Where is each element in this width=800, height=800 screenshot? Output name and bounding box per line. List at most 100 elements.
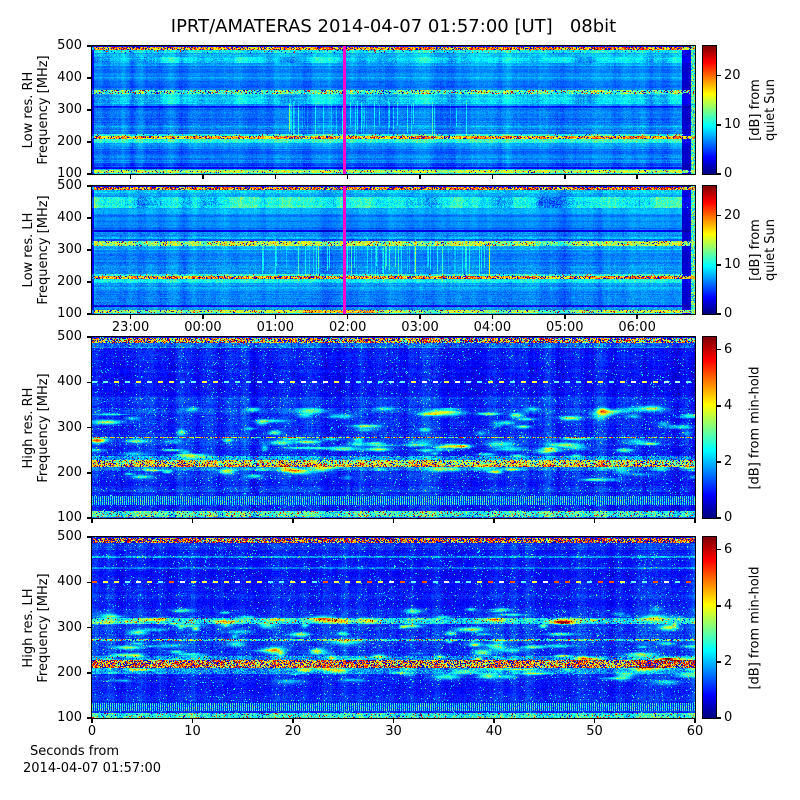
- x-tick-mark: [129, 175, 132, 179]
- y-tick-label: 100: [57, 306, 82, 321]
- colorbar-tick-label: 2: [724, 453, 733, 469]
- y-tick-label: 100: [57, 166, 82, 181]
- x-tick-mark: [493, 519, 495, 523]
- colorbar-low-res-rh: [703, 46, 716, 174]
- y-tick-mark: [87, 381, 91, 383]
- x-tick-label: 06:00: [618, 320, 656, 335]
- x-tick-label: 30: [385, 724, 402, 739]
- x-axis-caption-line1: Seconds from: [30, 744, 120, 759]
- x-axis-caption-line2: 2014-04-07 01:57:00: [23, 761, 162, 776]
- y-tick-label: 300: [57, 419, 82, 435]
- x-tick-mark: [491, 175, 494, 179]
- x-tick-mark: [419, 315, 421, 319]
- x-tick-label: 60: [686, 724, 704, 739]
- x-tick-mark: [292, 719, 294, 723]
- x-tick-mark: [346, 175, 349, 179]
- x-tick-mark: [292, 519, 294, 523]
- x-tick-mark: [202, 315, 204, 319]
- x-tick-label: 40: [485, 724, 503, 739]
- colorbar-tick-label: 4: [724, 397, 733, 413]
- y-tick-label: 300: [57, 242, 82, 257]
- x-tick-mark: [593, 719, 596, 723]
- colorbar-tick-label: 0: [724, 510, 733, 525]
- x-tick-mark: [564, 315, 566, 319]
- colorbar-tick-mark: [717, 348, 721, 351]
- y-tick-label: 300: [57, 619, 82, 635]
- x-tick-mark: [91, 719, 93, 723]
- colorbar-tick-mark: [717, 405, 721, 407]
- x-tick-mark: [593, 519, 596, 523]
- x-tick-mark: [191, 719, 194, 723]
- colorbar-tick-mark: [717, 264, 721, 266]
- spectrogram-low-res-lh: [92, 186, 695, 314]
- spectrogram-low-res-rh: [92, 46, 695, 174]
- colorbar-low-res-lh: [703, 186, 716, 314]
- x-tick-mark: [129, 315, 132, 319]
- colorbar-label-line: quiet Sun: [763, 78, 778, 142]
- y-tick-mark: [87, 249, 91, 251]
- colorbar-tick-label: 20: [724, 67, 741, 83]
- colorbar-tick-label: 10: [724, 256, 741, 272]
- y-tick-label: 400: [57, 210, 82, 225]
- y-tick-mark: [87, 217, 91, 219]
- y-tick-mark: [87, 281, 91, 283]
- spectrogram-high-res-rh: [92, 337, 695, 518]
- y-tick-mark: [87, 77, 91, 79]
- x-tick-label: 05:00: [546, 320, 584, 335]
- x-tick-mark: [564, 175, 566, 179]
- colorbar-tick-label: 20: [724, 207, 741, 223]
- colorbar-tick-label: 0: [724, 166, 733, 181]
- x-tick-label: 0: [87, 724, 97, 739]
- y-axis-label-line: High res. LH: [21, 587, 36, 668]
- x-tick-mark: [274, 175, 277, 179]
- colorbar-label-line: [dB] from min-hold: [747, 365, 763, 490]
- colorbar-tick-mark: [717, 313, 721, 315]
- y-tick-label: 200: [57, 274, 82, 289]
- y-tick-label: 100: [57, 710, 82, 725]
- x-tick-mark: [274, 315, 277, 319]
- colorbar-tick-label: 0: [724, 306, 733, 321]
- y-tick-label: 500: [57, 329, 82, 344]
- x-tick-mark: [491, 315, 494, 319]
- y-tick-label: 400: [57, 574, 82, 590]
- x-tick-label: 20: [284, 724, 302, 739]
- colorbar-tick-mark: [717, 124, 721, 126]
- x-tick-label: 04:00: [473, 320, 512, 335]
- y-axis-label-line: Low res. LH: [21, 212, 36, 288]
- x-tick-label: 23:00: [111, 320, 150, 335]
- x-tick-mark: [694, 519, 696, 523]
- y-tick-label: 400: [57, 374, 82, 390]
- colorbar-tick-mark: [717, 214, 721, 217]
- x-tick-label: 01:00: [256, 320, 295, 335]
- x-tick-mark: [191, 519, 194, 523]
- colorbar-high-res-rh: [703, 337, 716, 518]
- y-tick-mark: [87, 517, 91, 519]
- x-tick-label: 03:00: [401, 320, 439, 335]
- colorbar-high-res-lh: [703, 537, 716, 718]
- colorbar-tick-label: 0: [724, 710, 733, 725]
- x-tick-label: 02:00: [328, 320, 367, 335]
- y-tick-label: 300: [57, 102, 82, 117]
- y-tick-mark: [87, 109, 91, 111]
- x-tick-mark: [346, 315, 349, 319]
- spectrogram-high-res-lh: [92, 537, 695, 718]
- colorbar-tick-mark: [717, 461, 721, 463]
- x-tick-label: 10: [184, 724, 201, 739]
- x-tick-mark: [493, 719, 495, 723]
- y-tick-mark: [87, 185, 91, 187]
- colorbar-tick-mark: [717, 548, 721, 551]
- x-tick-mark: [636, 315, 638, 319]
- colorbar-tick-mark: [717, 517, 721, 519]
- colorbar-tick-mark: [717, 74, 721, 77]
- x-tick-mark: [202, 175, 204, 179]
- y-tick-label: 200: [57, 664, 82, 680]
- colorbar-label-line: quiet Sun: [763, 218, 778, 282]
- y-tick-label: 100: [57, 510, 82, 525]
- y-tick-mark: [87, 626, 91, 629]
- x-tick-mark: [419, 175, 421, 179]
- y-tick-label: 500: [57, 178, 82, 193]
- y-tick-mark: [87, 426, 91, 429]
- x-tick-mark: [694, 719, 696, 723]
- y-tick-mark: [87, 672, 91, 674]
